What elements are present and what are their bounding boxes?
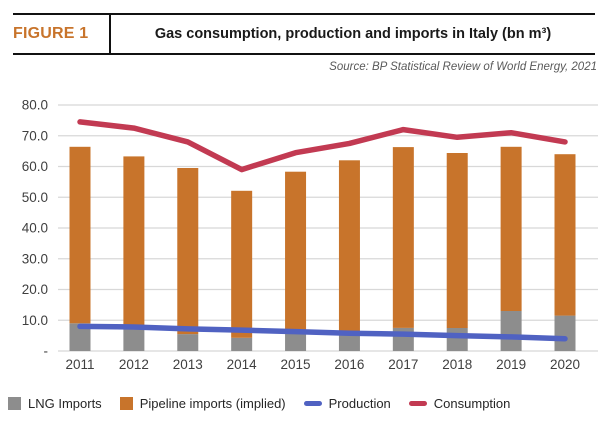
legend-label: LNG Imports (28, 396, 102, 411)
bar-segment (123, 329, 145, 351)
bar-segment (392, 147, 414, 328)
svg-text:80.0: 80.0 (22, 98, 48, 113)
svg-text:30.0: 30.0 (22, 251, 48, 266)
bar-segment (69, 146, 91, 324)
svg-text:2012: 2012 (119, 357, 149, 372)
source-attribution: Source: BP Statistical Review of World E… (329, 61, 597, 73)
legend-label: Consumption (433, 396, 511, 411)
svg-text:2015: 2015 (281, 357, 311, 372)
svg-text:70.0: 70.0 (22, 128, 48, 143)
svg-text:2019: 2019 (496, 357, 526, 372)
legend-item-consumption: Consumption (408, 396, 511, 411)
bar-segment (231, 190, 253, 338)
chart-plot-area: -10.0 20.0 30.0 40.0 50.0 60.0 70.0 80.0 2011 201… (0, 88, 606, 380)
legend-square-swatch (8, 397, 21, 410)
svg-text:10.0: 10.0 (22, 313, 48, 328)
legend-item-lng-imports: LNG Imports (8, 396, 102, 411)
legend-label: Production (328, 396, 391, 411)
bar-segment (338, 160, 360, 334)
legend-line-swatch (303, 401, 322, 406)
bar-segment (500, 311, 522, 351)
y-axis-tick-labels: - 10.0 20.0 30.0 40.0 50.0 60.0 70.0 80.0 (22, 98, 48, 359)
bar-segment (177, 168, 199, 335)
svg-text:2013: 2013 (173, 357, 203, 372)
bar-segment (285, 171, 307, 333)
bar-segment (69, 323, 91, 351)
header-divider (109, 15, 111, 53)
bar-segment (123, 156, 145, 330)
svg-text:-: - (44, 344, 49, 359)
legend-square-swatch (119, 397, 133, 410)
legend-label: Pipeline imports (implied) (139, 396, 286, 411)
consumption-line (77, 119, 568, 173)
svg-text:40.0: 40.0 (22, 221, 48, 236)
bar-segment (231, 337, 253, 351)
bar-segment (554, 154, 576, 316)
svg-text:20.0: 20.0 (22, 282, 48, 297)
svg-text:2017: 2017 (388, 357, 418, 372)
svg-text:2014: 2014 (227, 357, 258, 372)
bar-segment (177, 334, 199, 351)
legend-line-swatch (408, 401, 427, 406)
bar-segment (554, 315, 576, 351)
bar-segment (338, 333, 360, 351)
bar-segment (446, 153, 468, 328)
svg-text:2020: 2020 (550, 357, 580, 372)
figure-label: FIGURE 1 (13, 25, 89, 42)
stacked-bars (69, 146, 576, 351)
bar-segment (285, 332, 307, 351)
legend-item-pipeline-imports-implied: Pipeline imports (implied) (119, 396, 286, 411)
svg-text:2016: 2016 (334, 357, 364, 372)
chart-legend: LNG Imports Pipeline imports (implied) Pro… (8, 396, 606, 411)
svg-text:2018: 2018 (442, 357, 472, 372)
bar-segment (500, 146, 522, 311)
svg-text:50.0: 50.0 (22, 190, 48, 205)
svg-text:2011: 2011 (65, 357, 94, 372)
figure-header: FIGURE 1 Gas consumption, production and… (13, 13, 595, 55)
bar-segment (446, 327, 468, 351)
x-axis-tick-labels: 2011 2012 2013 2014 2015 2016 2017 2018 2019 2020 (65, 357, 580, 372)
legend-item-production: Production (303, 396, 391, 411)
production-line (77, 323, 568, 342)
svg-text:60.0: 60.0 (22, 159, 48, 174)
chart-title: Gas consumption, production and imports … (154, 26, 552, 42)
